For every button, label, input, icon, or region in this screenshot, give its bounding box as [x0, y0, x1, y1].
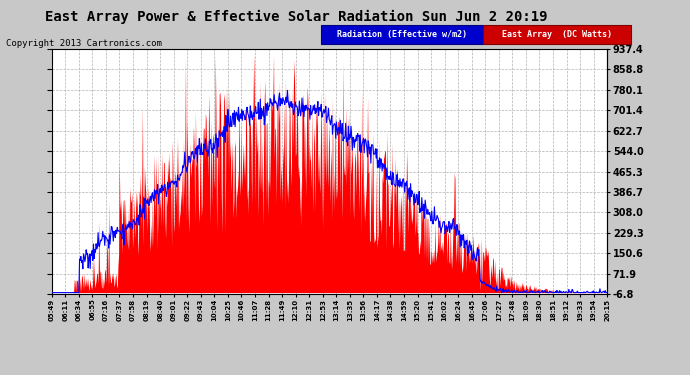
Text: Copyright 2013 Cartronics.com: Copyright 2013 Cartronics.com	[6, 39, 161, 48]
Text: East Array Power & Effective Solar Radiation Sun Jun 2 20:19: East Array Power & Effective Solar Radia…	[46, 9, 548, 24]
Text: Radiation (Effective w/m2): Radiation (Effective w/m2)	[337, 30, 467, 39]
Text: East Array  (DC Watts): East Array (DC Watts)	[502, 30, 612, 39]
